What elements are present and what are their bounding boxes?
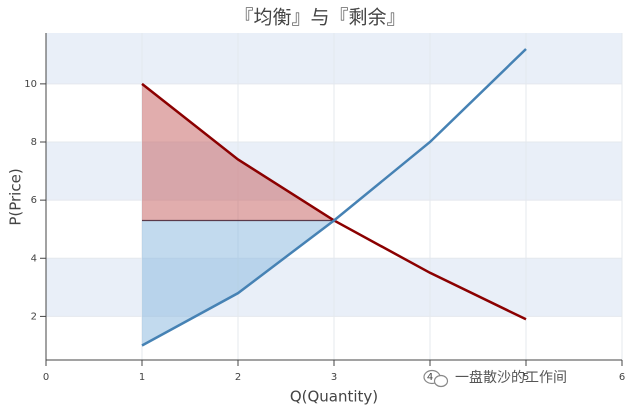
surplus-area bbox=[142, 83, 334, 221]
x-tick-label: 1 bbox=[139, 372, 145, 383]
x-tick-label: 2 bbox=[235, 372, 241, 383]
watermark: 一盘散沙的工作间 bbox=[455, 369, 567, 386]
y-axis-label: P(Price) bbox=[7, 168, 25, 225]
series-line bbox=[141, 48, 527, 347]
y-tick-label: 4 bbox=[31, 253, 37, 264]
y-tick-label: 8 bbox=[31, 137, 37, 148]
x-tick-label: 0 bbox=[43, 372, 49, 383]
x-tick-label: 3 bbox=[331, 372, 337, 383]
y-tick-label: 10 bbox=[24, 79, 37, 90]
x-axis-label: Q(Quantity) bbox=[290, 388, 378, 406]
x-tick-label: 4 bbox=[427, 372, 433, 383]
x-tick-label: 6 bbox=[619, 372, 625, 383]
y-tick-label: 6 bbox=[31, 195, 37, 206]
surplus-area bbox=[142, 220, 334, 346]
chart-title: 『均衡』与『剩余』 bbox=[234, 7, 405, 29]
y-tick-label: 2 bbox=[31, 311, 37, 322]
x-tick-label: 5 bbox=[523, 372, 529, 383]
watermark-icon bbox=[423, 369, 449, 388]
